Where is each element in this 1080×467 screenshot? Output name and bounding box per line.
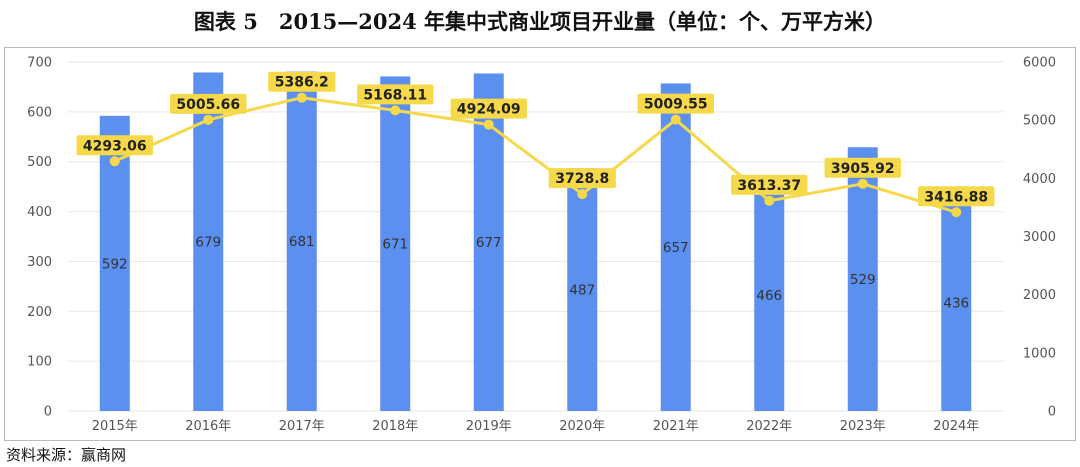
line-point bbox=[764, 195, 775, 206]
bar bbox=[193, 72, 224, 411]
bar-value-label: 679 bbox=[195, 235, 221, 251]
line-value-label-bg bbox=[731, 174, 808, 195]
bar-value-label: 487 bbox=[569, 283, 595, 299]
y-left-tick-label: 500 bbox=[27, 155, 52, 170]
bar-value-label: 671 bbox=[382, 237, 408, 253]
x-tick-label: 2022年 bbox=[746, 419, 792, 434]
line-point bbox=[109, 156, 120, 167]
y-right-tick-label: 5000 bbox=[1023, 114, 1056, 129]
line-point bbox=[670, 114, 681, 125]
bar bbox=[941, 193, 972, 411]
line-value-label: 4924.09 bbox=[457, 102, 521, 118]
line-value-label-bg bbox=[268, 71, 336, 92]
line-value-label-bg bbox=[824, 157, 901, 178]
y-right-tick-label: 6000 bbox=[1023, 56, 1056, 71]
y-right-tick-label: 0 bbox=[1048, 405, 1056, 420]
x-tick-label: 2018年 bbox=[372, 419, 418, 434]
line-value-label: 3416.88 bbox=[924, 189, 988, 205]
bar-value-label: 592 bbox=[102, 256, 128, 272]
line-value-label-bg bbox=[548, 168, 616, 189]
y-right-tick-label: 2000 bbox=[1023, 288, 1056, 303]
line-point bbox=[577, 189, 588, 200]
x-tick-label: 2024年 bbox=[933, 419, 979, 434]
y-left-tick-label: 200 bbox=[27, 305, 52, 320]
y-left-tick-label: 600 bbox=[27, 105, 52, 120]
x-tick-label: 2023年 bbox=[840, 419, 886, 434]
line-point bbox=[296, 92, 307, 103]
bar bbox=[567, 168, 598, 411]
bar bbox=[380, 76, 411, 412]
line-value-label: 5168.11 bbox=[363, 87, 427, 103]
y-left-tick-label: 0 bbox=[44, 405, 52, 420]
line-value-label-bg bbox=[918, 186, 995, 207]
line-series bbox=[114, 96, 957, 214]
bar-value-label: 657 bbox=[663, 240, 689, 256]
line-point bbox=[203, 114, 214, 125]
x-tick-label: 2015年 bbox=[92, 419, 138, 434]
bar bbox=[847, 147, 878, 411]
line-point bbox=[857, 178, 868, 189]
line-value-label-bg bbox=[450, 98, 527, 119]
line-value-label-bg bbox=[357, 84, 434, 105]
line-point bbox=[483, 119, 494, 130]
line-value-label: 3728.8 bbox=[555, 171, 609, 187]
bar bbox=[660, 83, 691, 411]
line-value-label: 3905.92 bbox=[831, 161, 895, 177]
y-left-tick-label: 400 bbox=[27, 205, 52, 220]
line-value-label: 3613.37 bbox=[737, 178, 801, 194]
y-right-tick-label: 1000 bbox=[1023, 346, 1056, 361]
x-tick-label: 2021年 bbox=[653, 419, 699, 434]
y-right-tick-label: 4000 bbox=[1023, 172, 1056, 187]
line-value-label: 5005.66 bbox=[176, 97, 240, 113]
line-value-label-bg bbox=[76, 135, 153, 156]
line-value-label-bg bbox=[170, 93, 247, 114]
source-note: 资料来源：赢商网 bbox=[6, 446, 127, 464]
line-point bbox=[390, 105, 401, 116]
y-right-tick-label: 3000 bbox=[1023, 230, 1056, 245]
x-tick-label: 2019年 bbox=[466, 419, 512, 434]
bar bbox=[473, 73, 504, 412]
chart-frame bbox=[4, 47, 1076, 441]
bar-value-label: 677 bbox=[476, 235, 502, 251]
bar bbox=[754, 178, 785, 411]
chart-title: 图表 5 2015—2024 年集中式商业项目开业量（单位：个、万平方米） bbox=[193, 9, 887, 34]
x-tick-label: 2016年 bbox=[185, 419, 231, 434]
line-value-label-bg bbox=[637, 93, 714, 114]
y-left-tick-label: 700 bbox=[27, 56, 52, 71]
bar-value-label: 436 bbox=[943, 295, 969, 311]
line-value-label: 5009.55 bbox=[644, 97, 708, 113]
y-left-tick-label: 100 bbox=[27, 355, 52, 370]
bar-value-label: 529 bbox=[850, 272, 876, 288]
y-left-tick-label: 300 bbox=[27, 255, 52, 270]
bar-value-label: 681 bbox=[289, 234, 315, 250]
line-value-label: 5386.2 bbox=[275, 75, 329, 91]
bar-value-label: 466 bbox=[756, 288, 782, 304]
line-value-label: 4293.06 bbox=[83, 138, 147, 154]
line-point bbox=[951, 207, 962, 218]
x-tick-label: 2020年 bbox=[559, 419, 605, 434]
x-tick-label: 2017年 bbox=[279, 419, 325, 434]
bar bbox=[286, 71, 317, 412]
